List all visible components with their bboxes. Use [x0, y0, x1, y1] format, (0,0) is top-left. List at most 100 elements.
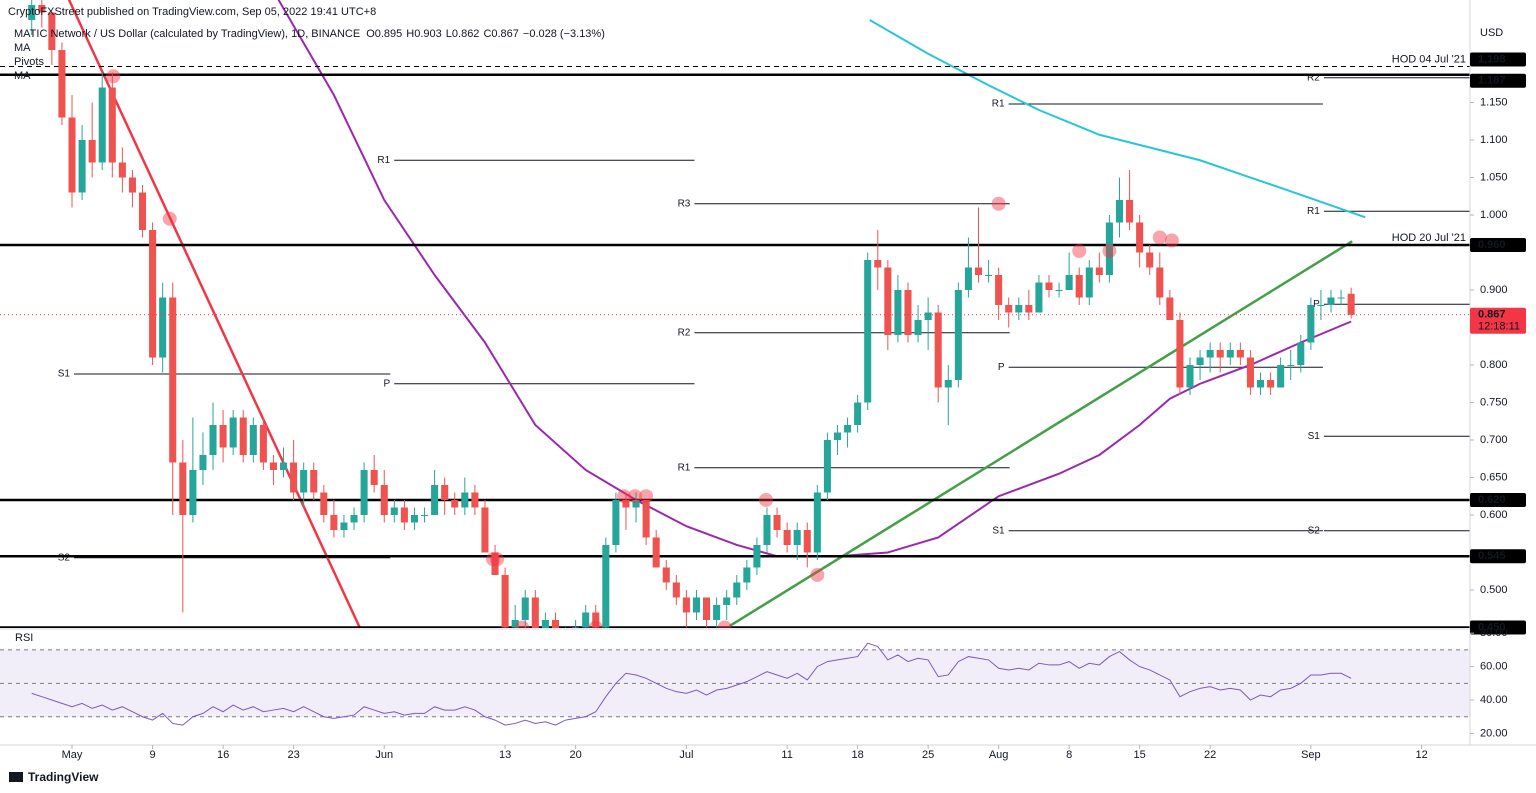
candle-body [310, 469, 318, 493]
candle-body [1226, 349, 1234, 358]
candle-body [844, 424, 852, 433]
x-tick-label: Aug [989, 749, 1009, 761]
last-price-box [1470, 307, 1526, 334]
candle-body [239, 417, 247, 455]
price-pane: S1 S2 R1 P R3 R2 R1 R1 P S1 R2 R1 P S1 S2 [0, 0, 1470, 628]
candle-body [189, 469, 197, 515]
x-tick-label: 11 [781, 749, 792, 761]
level-note: HOD 20 Jul '21 [1392, 232, 1466, 244]
candle-body [1105, 222, 1113, 276]
candle-body [924, 312, 932, 320]
candle-body [78, 140, 86, 193]
rsi-title: RSI [15, 632, 33, 644]
candle-body [1136, 222, 1144, 253]
candle-body [98, 87, 106, 163]
candle-body [219, 424, 227, 448]
candle-body [28, 5, 36, 21]
price-box [1470, 73, 1526, 88]
touch-marker [162, 211, 177, 226]
candle-body [431, 484, 439, 515]
candle-body [1115, 200, 1124, 223]
pivot-label: R1 [678, 462, 691, 473]
candle-body [199, 454, 207, 470]
candle-body [380, 484, 388, 515]
candle-body [944, 379, 952, 388]
candle-body [421, 514, 429, 516]
rsi-pane [0, 642, 1470, 726]
candle-body [682, 597, 690, 613]
ohlc-value: −0.028 (−3.13%) [523, 28, 605, 40]
price-box [1470, 549, 1526, 564]
logo-icon [9, 772, 23, 782]
candle-body [491, 552, 499, 575]
x-tick-label: Jun [375, 749, 393, 761]
candle-body [280, 462, 288, 470]
y-tick-label: 0.650 [1480, 471, 1508, 483]
price-box [1470, 52, 1526, 67]
y-tick-label: 0.700 [1480, 434, 1508, 446]
candle-body [58, 50, 66, 118]
pivot-label: P [384, 378, 391, 389]
candle-body [974, 267, 983, 276]
candle-body [672, 582, 680, 598]
candle-body [290, 462, 298, 493]
trendline [729, 240, 1353, 628]
candle-body [995, 275, 1003, 306]
candle-body [1196, 357, 1204, 365]
candle-body [813, 492, 821, 553]
touch-marker [628, 489, 643, 504]
candle-body [1317, 305, 1325, 307]
candle-body [1005, 305, 1013, 313]
y-tick-label: 60.00 [1480, 661, 1508, 673]
legend-item: Pivots [14, 56, 44, 68]
y-tick-label: 0.500 [1480, 584, 1508, 596]
price-box-label: 0.960 [1478, 239, 1506, 251]
x-tick-label: 23 [287, 749, 299, 761]
pivot-label: S1 [58, 369, 71, 380]
candle-body [833, 432, 842, 440]
candle-body [118, 162, 126, 178]
candle-body [662, 567, 670, 583]
x-tick-label: 20 [569, 749, 581, 761]
candle-body [914, 319, 922, 335]
price-box-label: 0.450 [1478, 621, 1506, 633]
x-tick-label: 12 [1416, 749, 1428, 761]
candle-body [1256, 379, 1265, 388]
candle-body [48, 12, 56, 51]
y-tick-label: 1.150 [1480, 96, 1508, 108]
candle-body [441, 484, 449, 500]
price-box-label: 0.545 [1478, 550, 1506, 562]
pivot-label: P [1313, 299, 1320, 310]
candle-body [390, 507, 398, 515]
candle-body [783, 529, 791, 545]
y-tick-label: 80.00 [1480, 627, 1508, 639]
legend-item: MA [14, 70, 31, 82]
x-tick-label: 13 [499, 749, 511, 761]
touch-marker [717, 620, 732, 628]
touch-marker [106, 69, 121, 84]
candle-body [501, 574, 509, 628]
candle-body [1287, 364, 1295, 366]
candle-body [743, 567, 751, 583]
rsi-line [31, 642, 1352, 726]
candle-body [934, 312, 942, 388]
pivot-label: R3 [678, 198, 691, 209]
candle-body [874, 260, 882, 268]
candle-body [1347, 293, 1355, 315]
x-tick-label: 22 [1204, 749, 1216, 761]
candle-body [88, 140, 96, 163]
price-box [1470, 238, 1526, 253]
level-note: HOD 04 Jul '21 [1392, 53, 1466, 65]
candle-body [531, 597, 539, 628]
candle-body [713, 604, 721, 620]
candle-body [128, 177, 136, 193]
ohlc-value: H0.903 [406, 28, 441, 40]
moving-average [869, 19, 1366, 219]
candle-body [209, 424, 217, 455]
candle-body [1055, 290, 1063, 292]
publisher: CryptoFXStreet published on TradingView.… [8, 6, 376, 18]
candle-body [1246, 357, 1254, 388]
pivot-label: S1 [1308, 431, 1321, 442]
